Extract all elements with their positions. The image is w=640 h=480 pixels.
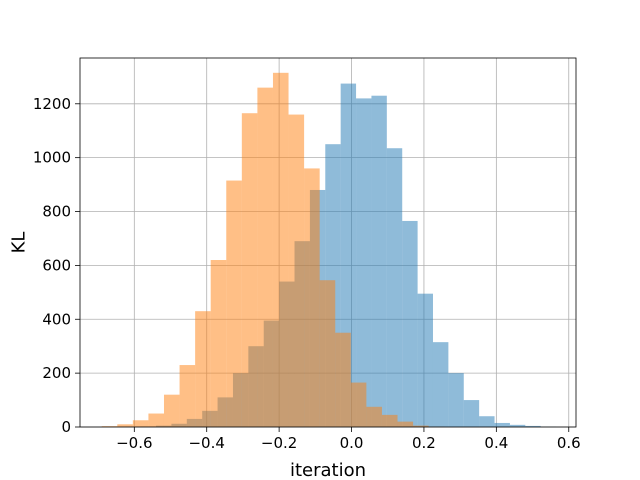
y-tick-label: 1000 [33, 149, 71, 167]
histogram-bar [210, 260, 227, 427]
histogram-bar [195, 311, 211, 427]
histogram-bar [381, 414, 398, 427]
y-tick-label: 1200 [33, 95, 71, 113]
histogram-bar [319, 280, 336, 427]
histogram-bar [413, 425, 429, 427]
x-tick-label: −0.6 [116, 434, 152, 452]
plot-frame [79, 57, 577, 428]
histogram-bar [525, 425, 541, 427]
histogram-bar [463, 400, 480, 427]
y-tick-label: 400 [42, 310, 71, 328]
histogram-bar [179, 365, 196, 427]
y-axis-label: KL [8, 232, 29, 254]
y-tick-label: 200 [42, 364, 71, 382]
x-tick-label: 0.0 [340, 434, 364, 452]
histogram-bar [335, 332, 351, 427]
histogram-bar [226, 180, 242, 427]
x-axis-label: iteration [290, 460, 366, 480]
histogram-bar [386, 148, 403, 427]
x-tick-label: 0.6 [557, 434, 581, 452]
histogram-bar [509, 424, 526, 427]
bars-layer [101, 72, 557, 428]
histogram-bar [163, 394, 180, 427]
histogram-bar [397, 421, 414, 427]
histogram-bar [402, 220, 418, 427]
histogram-bar [132, 420, 149, 427]
x-tick-label: 0.2 [412, 434, 436, 452]
histogram-bar [350, 382, 367, 427]
histogram-bar [371, 95, 387, 427]
histogram-bar [432, 342, 449, 427]
y-tick-label: 600 [42, 256, 71, 274]
histogram-bar [288, 114, 305, 427]
x-tick-label: 0.4 [484, 434, 508, 452]
x-tick-label: −0.2 [261, 434, 297, 452]
histogram-bar [148, 413, 164, 427]
y-tick-label: 0 [61, 418, 71, 436]
ticks-layer: −0.6 −0.4 −0.2 0.0 0.2 0.4 0.6 0 200 400 600 800 100… [33, 95, 581, 452]
histogram-bar [479, 416, 495, 427]
histogram-bar [417, 293, 433, 427]
histogram-bar [272, 72, 289, 427]
x-tick-label: −0.4 [188, 434, 224, 452]
histogram-bar [366, 406, 382, 427]
series-1-bars [101, 72, 445, 427]
y-tick-label: 800 [42, 203, 71, 221]
histogram-bar [117, 424, 133, 427]
histogram-bar [101, 426, 118, 427]
histogram-bar [356, 98, 372, 427]
histogram-bar [494, 422, 510, 427]
histogram-bar [241, 113, 258, 427]
histogram-bar [304, 168, 320, 427]
histogram-bar [257, 87, 273, 427]
histogram-bar [448, 373, 464, 427]
